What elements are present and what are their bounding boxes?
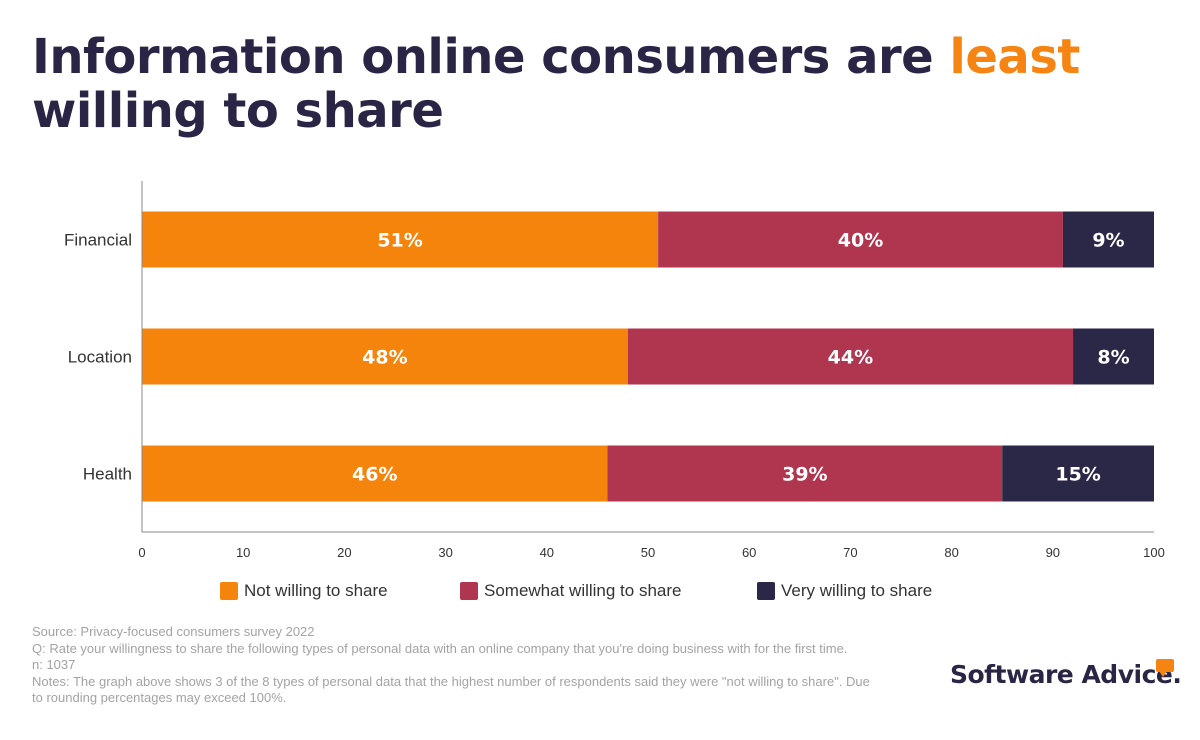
category-label-health: Health	[83, 465, 132, 484]
x-tick-label-80: 80	[944, 545, 958, 560]
legend-item-somewhat-willing: Somewhat willing to share	[460, 581, 681, 601]
stacked-bar-chart: 51% 40% 9% Financial 48% 44% 8% Location 46% 39% 1…	[64, 181, 1165, 560]
chart-title: Information online consumers are least w…	[32, 30, 1152, 138]
x-tick-label-50: 50	[641, 545, 655, 560]
legend-label-not-willing: Not willing to share	[244, 581, 388, 600]
legend: Not willing to share Somewhat willing to…	[0, 581, 1200, 605]
bar-location-series-2	[627, 328, 1074, 385]
data-label-financial-series-2: 40%	[838, 230, 883, 252]
x-tick-label-70: 70	[843, 545, 857, 560]
x-tick-label-40: 40	[540, 545, 554, 560]
legend-swatch-very-willing	[757, 582, 775, 600]
data-label-health-series-3: 15%	[1055, 464, 1100, 486]
category-label-location: Location	[68, 348, 132, 367]
x-tick-label-60: 60	[742, 545, 756, 560]
title-suffix: willing to share	[32, 83, 444, 139]
legend-item-not-willing: Not willing to share	[220, 581, 388, 601]
category-label-financial: Financial	[64, 231, 132, 250]
bar-location-series-1	[142, 328, 628, 385]
legend-label-somewhat-willing: Somewhat willing to share	[484, 581, 682, 600]
legend-swatch-somewhat-willing	[460, 582, 478, 600]
bar-financial-series-1	[142, 211, 659, 268]
bar-financial-series-2	[658, 211, 1063, 268]
bar-health-series-2	[607, 445, 1003, 502]
data-label-location-series-2: 44%	[828, 347, 873, 369]
footnotes: Source: Privacy-focused consumers survey…	[32, 624, 872, 707]
legend-item-very-willing: Very willing to share	[757, 581, 932, 601]
data-label-health-series-2: 39%	[782, 464, 827, 486]
bar-health-series-3	[1002, 445, 1154, 502]
x-tick-label-0: 0	[138, 545, 145, 560]
bar-financial-series-3	[1062, 211, 1154, 268]
data-label-financial-series-1: 51%	[377, 230, 422, 252]
bar-health-series-1	[142, 445, 608, 502]
bar-location-series-3	[1073, 328, 1154, 385]
data-label-financial-series-3: 9%	[1092, 230, 1124, 252]
legend-swatch-not-willing	[220, 582, 238, 600]
x-tick-label-10: 10	[236, 545, 250, 560]
x-tick-label-90: 90	[1046, 545, 1060, 560]
software-advice-logo: Software Advice.	[950, 659, 1182, 692]
footnote-source: Source: Privacy-focused consumers survey…	[32, 624, 315, 639]
data-label-health-series-1: 46%	[352, 464, 397, 486]
footnote-sample-size: n: 1037	[32, 657, 76, 672]
logo-text: Software Advice.	[950, 660, 1182, 689]
data-label-location-series-1: 48%	[362, 347, 407, 369]
speech-bubble-icon	[1156, 659, 1174, 677]
x-tick-label-20: 20	[337, 545, 351, 560]
title-highlight: least	[949, 29, 1080, 85]
title-prefix: Information online consumers are	[32, 29, 950, 85]
footnote-notes: Notes: The graph above shows 3 of the 8 …	[32, 673, 870, 706]
legend-label-very-willing: Very willing to share	[781, 581, 933, 600]
x-tick-label-100: 100	[1143, 545, 1165, 560]
data-label-location-series-3: 8%	[1097, 347, 1129, 369]
x-tick-label-30: 30	[438, 545, 452, 560]
footnote-question: Q: Rate your willingness to share the fo…	[32, 640, 848, 656]
